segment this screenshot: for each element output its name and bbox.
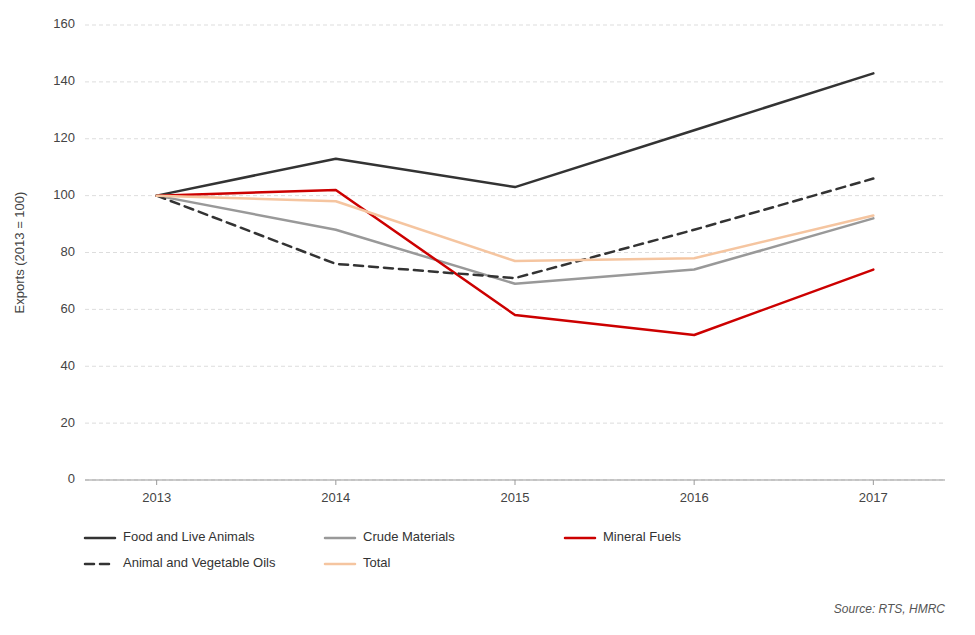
grid-line [85, 138, 945, 139]
x-tick-label: 2016 [680, 490, 709, 505]
y-tick-label: 60 [61, 301, 75, 316]
y-grid [85, 25, 945, 480]
x-ticks: 2013 2014 2015 2016 2017 [142, 480, 888, 505]
lines [157, 73, 874, 335]
y-tick-label: 0 [68, 471, 75, 486]
x-tick-label: 2015 [501, 490, 530, 505]
y-tick-label: 40 [61, 358, 75, 373]
y-tick-label: 80 [61, 244, 75, 259]
legend-label: Crude Materials [363, 529, 455, 544]
legend-label: Animal and Vegetable Oils [123, 555, 276, 570]
series-line [157, 196, 874, 261]
grid-line [85, 366, 945, 367]
page: {"chart_data": {"type": "line", "ylabel"… [0, 0, 975, 635]
y-tick-label: 120 [53, 130, 75, 145]
y-tick-label: 160 [53, 16, 75, 31]
x-tick-mark [515, 480, 516, 485]
legend-swatch [565, 537, 595, 540]
x-tick-label: 2013 [142, 490, 171, 505]
series-line [157, 73, 874, 195]
legend-label: Mineral Fuels [603, 529, 682, 544]
legend-swatch [325, 563, 355, 566]
x-tick-mark [694, 480, 695, 485]
y-ticks: 0 20 40 60 80 100 120 140 160 [53, 16, 75, 486]
x-tick-label: 2014 [321, 490, 350, 505]
grid-line [85, 252, 945, 253]
legend-label: Food and Live Animals [123, 529, 255, 544]
y-tick-label: 100 [53, 187, 75, 202]
grid-line [85, 25, 945, 26]
y-tick-label: 20 [61, 415, 75, 430]
grid-line [85, 423, 945, 424]
x-tick-mark [335, 480, 336, 485]
legend-swatch [85, 563, 115, 566]
series-line [157, 179, 874, 279]
x-tick-mark [873, 480, 874, 485]
legend: Food and Live Animals Crude Materials Mine… [85, 529, 682, 570]
grid-line [85, 81, 945, 82]
y-axis-label: Exports (2013 = 100) [12, 192, 27, 314]
y-tick-label: 140 [53, 73, 75, 88]
grid-line [85, 309, 945, 310]
series-line [157, 190, 874, 335]
legend-swatch [85, 537, 115, 540]
source-note: Source: RTS, HMRC [834, 602, 945, 616]
x-tick-mark [156, 480, 157, 485]
legend-swatch [325, 537, 355, 540]
legend-label: Total [363, 555, 391, 570]
x-tick-label: 2017 [859, 490, 888, 505]
chart: 0204060801001201401602013201420152016201… [0, 0, 975, 635]
